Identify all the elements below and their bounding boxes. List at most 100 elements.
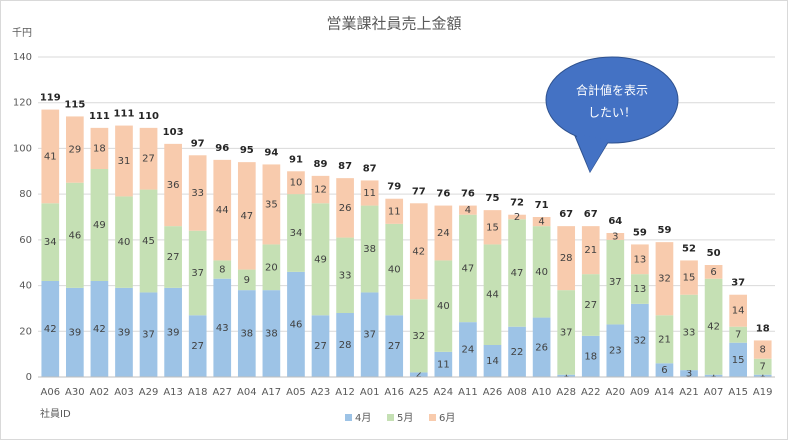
x-tick-label: A02 <box>90 387 110 398</box>
data-label: 47 <box>240 211 253 222</box>
total-label: 115 <box>64 99 85 110</box>
data-label: 24 <box>437 228 450 239</box>
bar-segment <box>66 116 84 183</box>
total-label: 79 <box>387 182 401 193</box>
data-label: 40 <box>437 301 450 312</box>
bar-segment <box>409 203 428 300</box>
data-label: 27 <box>191 341 204 352</box>
data-label: 47 <box>511 268 524 279</box>
data-label: 6 <box>710 267 716 278</box>
bar-segment <box>311 203 330 316</box>
bar-segment <box>66 182 84 288</box>
bar-segment <box>606 233 625 240</box>
x-tick-label: A27 <box>212 387 232 398</box>
total-label: 67 <box>559 209 573 220</box>
bar-segment <box>459 322 477 377</box>
y-tick-label: 140 <box>13 52 32 63</box>
bar-segment <box>336 178 354 238</box>
total-label: 67 <box>584 209 598 220</box>
data-label: 27 <box>167 252 180 263</box>
data-label: 28 <box>560 253 573 264</box>
bar-segment <box>434 205 453 261</box>
bar-segment <box>188 155 207 231</box>
total-label: 103 <box>163 127 184 138</box>
data-label: 18 <box>584 351 597 362</box>
data-label: 11 <box>363 188 376 199</box>
y-tick-label: 0 <box>26 372 32 383</box>
bar-segment <box>704 265 723 279</box>
legend-label: 5月 <box>397 412 413 424</box>
data-label: 33 <box>683 327 696 338</box>
y-tick-label: 60 <box>19 235 32 246</box>
bar-segment <box>262 290 281 377</box>
data-label: 11 <box>388 206 401 217</box>
total-label: 97 <box>191 138 205 149</box>
data-label: 42 <box>707 322 720 333</box>
total-label: 76 <box>461 189 475 200</box>
data-label: 36 <box>167 180 180 191</box>
bar-segment <box>753 340 772 359</box>
bar-segment <box>532 217 551 227</box>
total-label: 77 <box>412 186 426 197</box>
data-label: 49 <box>314 254 327 265</box>
x-tick-label: A12 <box>335 387 355 398</box>
data-label: 32 <box>658 274 671 285</box>
x-tick-label: A06 <box>40 387 60 398</box>
bar-segment <box>287 171 305 195</box>
legend-swatch <box>387 414 394 421</box>
bar-segment <box>704 374 723 377</box>
x-tick-label: A13 <box>163 387 183 398</box>
total-label: 87 <box>338 161 352 172</box>
data-label: 42 <box>412 246 425 257</box>
data-label: 12 <box>314 185 327 196</box>
data-label: 39 <box>167 327 180 338</box>
data-label: 3 <box>612 231 618 242</box>
bar-segment <box>164 287 182 377</box>
x-tick-label: A20 <box>606 387 626 398</box>
total-label: 59 <box>657 225 671 236</box>
bar-segment <box>753 374 772 377</box>
bar-segment <box>90 281 109 377</box>
data-label: 46 <box>290 319 303 330</box>
total-label: 75 <box>486 193 500 204</box>
chart-title: 営業課社員売上金額 <box>326 15 461 33</box>
bar-segment <box>385 223 404 316</box>
bar-segment <box>508 219 526 327</box>
bar-segment <box>287 194 305 272</box>
data-label: 33 <box>339 270 352 281</box>
bar-segment <box>508 326 526 377</box>
total-label: 50 <box>707 248 721 259</box>
data-label: 40 <box>118 237 131 248</box>
bar-segment <box>287 271 305 377</box>
total-label: 110 <box>138 111 159 122</box>
y-axis-label: 千円 <box>12 27 32 39</box>
data-label: 32 <box>412 331 425 342</box>
bar-segment <box>729 342 747 377</box>
data-label: 34 <box>44 237 57 248</box>
bar-segment <box>336 313 354 377</box>
bar-segment <box>606 239 625 325</box>
bar-segment <box>164 143 182 227</box>
data-label: 2 <box>514 212 520 223</box>
data-label: 40 <box>535 267 548 278</box>
bar-segment <box>434 260 453 352</box>
legend-label: 4月 <box>355 412 371 424</box>
bar-segment <box>409 299 428 373</box>
data-label: 14 <box>732 306 745 317</box>
bar-segment <box>262 164 281 245</box>
x-tick-label: A16 <box>384 387 404 398</box>
data-label: 29 <box>68 145 81 156</box>
bar-segment <box>409 372 428 377</box>
data-label: 15 <box>683 273 696 284</box>
bar-segment <box>213 278 232 377</box>
y-tick-label: 40 <box>19 281 32 292</box>
bar-segment <box>581 274 600 336</box>
bar-segment <box>262 244 281 291</box>
data-label: 42 <box>93 324 106 335</box>
x-tick-label: A08 <box>507 387 527 398</box>
x-tick-label: A29 <box>139 387 159 398</box>
total-label: 64 <box>608 216 622 227</box>
data-label: 24 <box>462 345 475 356</box>
bar-segment <box>41 203 60 281</box>
